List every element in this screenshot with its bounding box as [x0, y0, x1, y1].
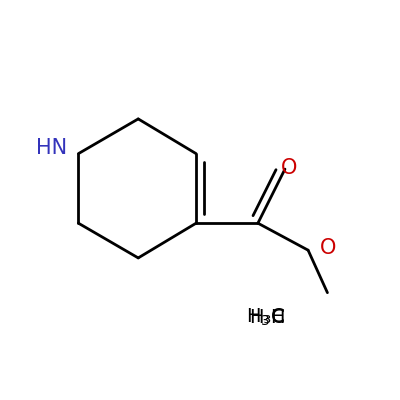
- Text: O: O: [281, 158, 297, 178]
- Text: H₃C: H₃C: [249, 308, 285, 327]
- Text: H: H: [270, 308, 285, 327]
- Text: O: O: [320, 238, 336, 258]
- Text: $\mathregular{H_3C}$: $\mathregular{H_3C}$: [246, 307, 285, 328]
- Text: HN: HN: [36, 138, 67, 158]
